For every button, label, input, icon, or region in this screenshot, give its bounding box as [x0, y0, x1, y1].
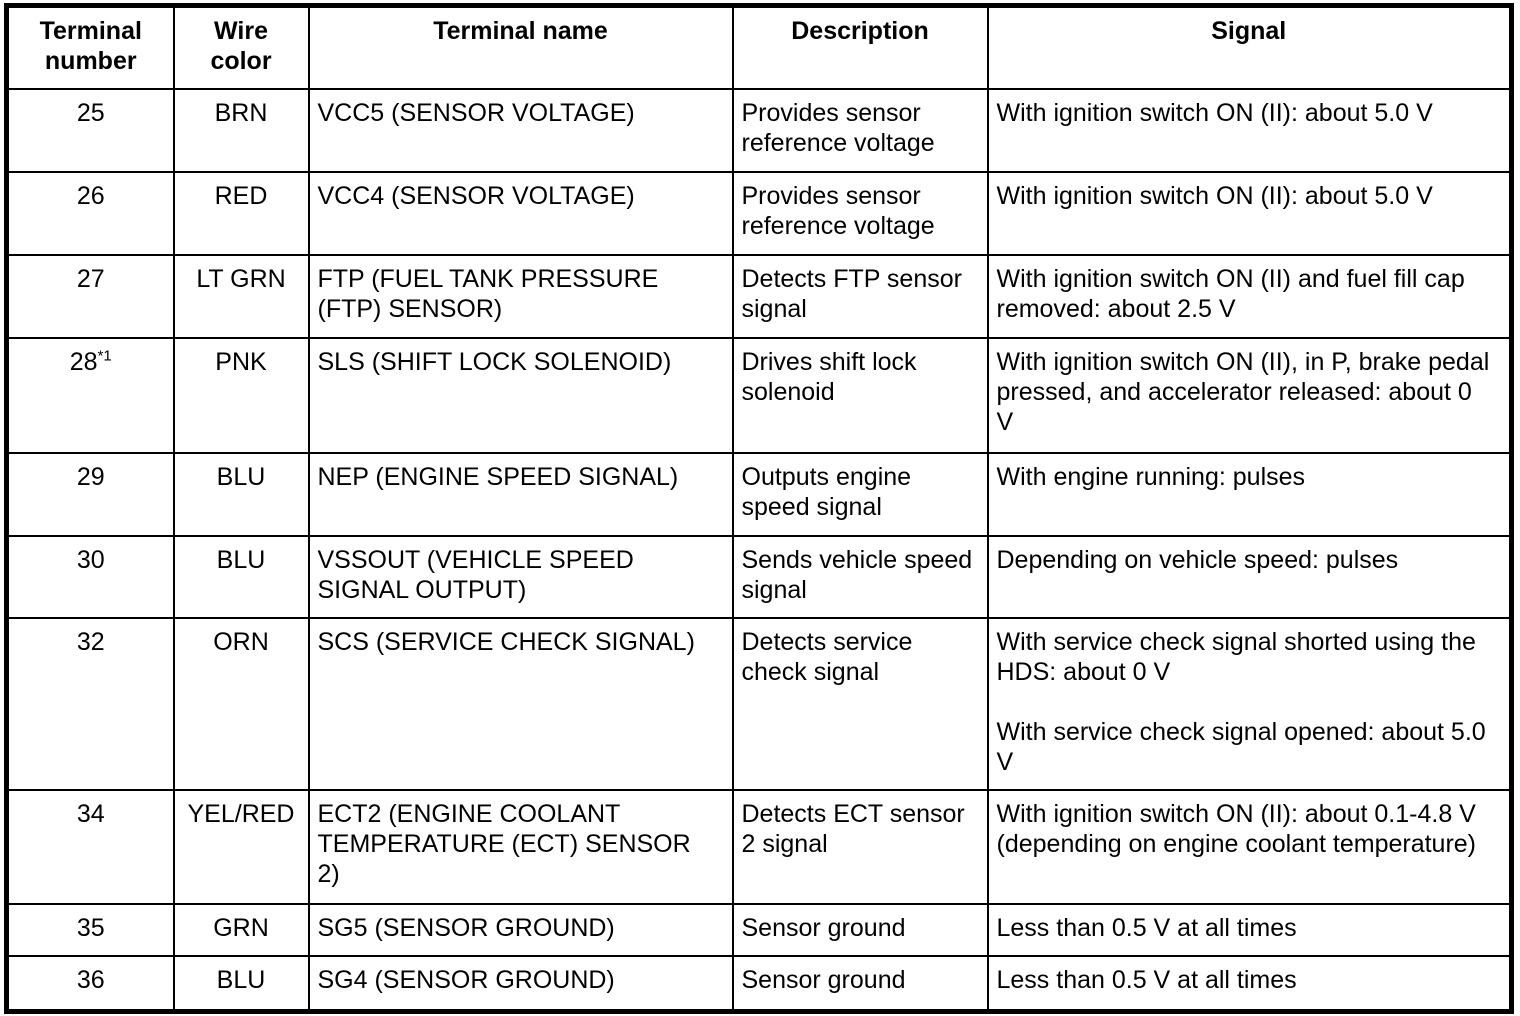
cell-description: Sensor ground — [731, 903, 989, 957]
cell-wire-color: BLU — [172, 535, 310, 619]
table-row: 36 BLU SG4 (SENSOR GROUND) Sensor ground Les… — [5, 955, 1513, 1012]
cell-terminal-name: FTP (FUEL TANK PRESSURE (FTP) SENSOR) — [307, 254, 734, 339]
cell-signal: Depending on vehicle speed: pulses — [986, 535, 1513, 619]
cell-description: Sensor ground — [731, 955, 989, 1012]
table-row: 26 RED VCC4 (SENSOR VOLTAGE) Provides senso… — [5, 171, 1513, 256]
signal-paragraph: With service check signal opened: about … — [996, 718, 1486, 776]
cell-signal: With engine running: pulses — [986, 452, 1513, 537]
cell-signal: With ignition switch ON (II): about 0.1-… — [986, 789, 1513, 905]
signal-paragraph: With ignition switch ON (II): about 5.0 … — [996, 99, 1433, 127]
cell-description: Outputs engine speed signal — [731, 452, 989, 537]
cell-terminal-number: 28*1 — [5, 337, 175, 454]
column-header-wire-color: Wire color — [172, 4, 310, 90]
signal-paragraph: With service check signal shorted using … — [996, 628, 1476, 686]
cell-terminal-number: 29 — [5, 452, 175, 537]
table-row: 34 YEL/RED ECT2 (ENGINE COOLANT TEMPERATUR… — [5, 789, 1513, 905]
signal-paragraph: With ignition switch ON (II) and fuel fi… — [996, 265, 1465, 323]
table-body: 25 BRN VCC5 (SENSOR VOLTAGE) Provides senso… — [5, 88, 1513, 1012]
terminal-number-value: 32 — [76, 628, 105, 656]
cell-terminal-number: 27 — [5, 254, 175, 339]
signal-paragraph: With ignition switch ON (II), in P, brak… — [996, 348, 1490, 436]
table-row: 27 LT GRN FTP (FUEL TANK PRESSURE (FTP) SE… — [5, 254, 1513, 339]
signal-paragraph: With ignition switch ON (II): about 5.0 … — [996, 182, 1433, 210]
cell-description: Drives shift lock solenoid — [731, 337, 989, 454]
cell-terminal-number: 25 — [5, 88, 175, 173]
cell-wire-color: RED — [172, 171, 310, 256]
terminal-number-footnote-marker: *1 — [97, 347, 112, 365]
signal-paragraph: Depending on vehicle speed: pulses — [996, 546, 1399, 574]
cell-description: Provides sensor reference voltage — [731, 88, 989, 173]
cell-wire-color: BLU — [172, 452, 310, 537]
cell-wire-color: BLU — [172, 955, 310, 1012]
cell-terminal-name: VCC5 (SENSOR VOLTAGE) — [307, 88, 734, 173]
cell-description: Sends vehicle speed signal — [731, 535, 989, 619]
cell-signal: With ignition switch ON (II), in P, brak… — [986, 337, 1513, 454]
cell-terminal-name: SLS (SHIFT LOCK SOLENOID) — [307, 337, 734, 454]
cell-terminal-number: 36 — [5, 955, 175, 1012]
cell-signal: With ignition switch ON (II) and fuel fi… — [986, 254, 1513, 339]
terminal-number-value: 30 — [76, 546, 105, 574]
column-header-terminal-number: Terminal number — [5, 4, 175, 90]
cell-terminal-name: SCS (SERVICE CHECK SIGNAL) — [307, 617, 734, 791]
terminal-number-value: 26 — [76, 182, 105, 210]
terminal-number-value: 28 — [69, 348, 98, 376]
table-row: 35 GRN SG5 (SENSOR GROUND) Sensor ground Les… — [5, 903, 1513, 957]
cell-wire-color: ORN — [172, 617, 310, 791]
column-header-signal: Signal — [986, 4, 1513, 90]
cell-terminal-number: 32 — [5, 617, 175, 791]
cell-terminal-name: SG4 (SENSOR GROUND) — [307, 955, 734, 1012]
cell-signal: With ignition switch ON (II): about 5.0 … — [986, 171, 1513, 256]
cell-description: Detects ECT sensor 2 signal — [731, 789, 989, 905]
cell-wire-color: GRN — [172, 903, 310, 957]
cell-signal: Less than 0.5 V at all times — [986, 903, 1513, 957]
cell-description: Detects service check signal — [731, 617, 989, 791]
cell-terminal-number: 34 — [5, 789, 175, 905]
cell-terminal-name: NEP (ENGINE SPEED SIGNAL) — [307, 452, 734, 537]
table-row: 30 BLU VSSOUT (VEHICLE SPEED SIGNAL OUTPUT… — [5, 535, 1513, 619]
table-row: 29 BLU NEP (ENGINE SPEED SIGNAL) Outputs en… — [5, 452, 1513, 537]
cell-terminal-name: VCC4 (SENSOR VOLTAGE) — [307, 171, 734, 256]
terminal-number-value: 29 — [76, 463, 105, 491]
cell-wire-color: LT GRN — [172, 254, 310, 339]
header-row: Terminal number Wire color Terminal name… — [5, 4, 1513, 90]
table-header: Terminal number Wire color Terminal name… — [5, 4, 1513, 90]
terminal-number-value: 25 — [76, 99, 105, 127]
terminal-number-value: 34 — [76, 800, 105, 828]
cell-wire-color: BRN — [172, 88, 310, 173]
signal-paragraph: Less than 0.5 V at all times — [996, 914, 1297, 942]
cell-terminal-number: 26 — [5, 171, 175, 256]
cell-terminal-number: 30 — [5, 535, 175, 619]
terminal-number-value: 35 — [76, 914, 105, 942]
terminal-number-value: 36 — [76, 966, 105, 994]
signal-paragraph: With ignition switch ON (II): about 0.1-… — [996, 800, 1477, 858]
signal-paragraph: With engine running: pulses — [996, 463, 1306, 491]
cell-signal: With ignition switch ON (II): about 5.0 … — [986, 88, 1513, 173]
cell-terminal-name: VSSOUT (VEHICLE SPEED SIGNAL OUTPUT) — [307, 535, 734, 619]
signal-paragraph: Less than 0.5 V at all times — [996, 966, 1297, 994]
table-row: 25 BRN VCC5 (SENSOR VOLTAGE) Provides senso… — [5, 88, 1513, 173]
column-header-description: Description — [731, 4, 989, 90]
table-row: 32 ORN SCS (SERVICE CHECK SIGNAL) Detects s… — [5, 617, 1513, 791]
cell-description: Provides sensor reference voltage — [731, 171, 989, 256]
cell-terminal-name: ECT2 (ENGINE COOLANT TEMPERATURE (ECT) S… — [307, 789, 734, 905]
terminal-number-value: 27 — [76, 265, 105, 293]
cell-description: Detects FTP sensor signal — [731, 254, 989, 339]
cell-wire-color: YEL/RED — [172, 789, 310, 905]
ecm-terminal-table: Terminal number Wire color Terminal name… — [4, 3, 1514, 1014]
cell-terminal-number: 35 — [5, 903, 175, 957]
cell-signal: Less than 0.5 V at all times — [986, 955, 1513, 1012]
cell-terminal-name: SG5 (SENSOR GROUND) — [307, 903, 734, 957]
table-row: 28*1 PNK SLS (SHIFT LOCK SOLENOID) Drives s… — [5, 337, 1513, 454]
column-header-terminal-name: Terminal name — [307, 4, 734, 90]
cell-wire-color: PNK — [172, 337, 310, 454]
cell-signal: With service check signal shorted using … — [986, 617, 1513, 791]
